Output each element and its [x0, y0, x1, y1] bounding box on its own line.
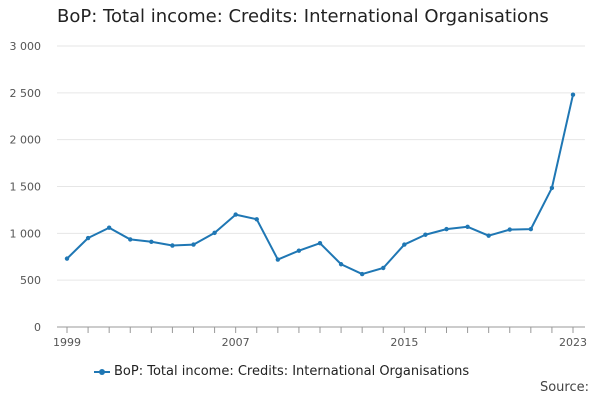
- y-tick-label: 1 500: [10, 181, 42, 194]
- legend-label: BoP: Total income: Credits: Internationa…: [114, 364, 470, 379]
- data-point: [402, 242, 407, 247]
- series-line: [66, 93, 574, 276]
- data-point: [275, 257, 281, 262]
- gridlines: [57, 45, 585, 281]
- data-point: [486, 233, 491, 238]
- x-tick-label: 2007: [222, 336, 250, 349]
- data-point: [170, 243, 175, 248]
- data-point: [85, 235, 91, 241]
- y-tick-label: 2 000: [10, 134, 42, 147]
- data-point: [254, 217, 259, 222]
- data-point: [296, 248, 302, 253]
- data-point: [423, 232, 428, 237]
- data-point: [381, 265, 386, 271]
- series-layer: [64, 92, 576, 277]
- legend: BoP: Total income: Credits: Internationa…: [94, 364, 469, 379]
- data-point: [317, 240, 323, 246]
- chart-title: BoP: Total income: Credits: Internationa…: [57, 6, 549, 27]
- data-point: [528, 226, 534, 232]
- y-axis: 0 500 1 000 1 500 2 000 2 500 3 000: [10, 40, 42, 334]
- legend-swatch: [94, 365, 110, 379]
- data-point: [359, 271, 365, 277]
- data-point: [444, 226, 449, 232]
- x-axis: 1999 2007 2015 2023: [53, 326, 587, 349]
- x-tick-label: 1999: [53, 336, 81, 349]
- data-point: [338, 262, 344, 267]
- source-label: Source:: [539, 380, 589, 395]
- y-tick-label: 1 000: [10, 227, 42, 240]
- y-tick-label: 3 000: [10, 40, 42, 53]
- data-point: [149, 239, 154, 244]
- data-point: [64, 256, 70, 261]
- data-point: [465, 224, 470, 229]
- x-tick-label: 2023: [559, 336, 587, 349]
- data-point: [106, 225, 112, 230]
- data-point: [233, 212, 238, 217]
- y-tick-label: 0: [34, 321, 41, 334]
- y-tick-label: 2 500: [10, 87, 42, 100]
- data-point: [570, 92, 576, 97]
- y-tick-label: 500: [20, 274, 41, 287]
- data-point: [549, 185, 555, 191]
- data-point: [507, 227, 512, 232]
- x-tick-label: 2015: [390, 336, 418, 349]
- data-point: [191, 242, 196, 247]
- data-point: [212, 230, 217, 236]
- data-point: [128, 237, 133, 242]
